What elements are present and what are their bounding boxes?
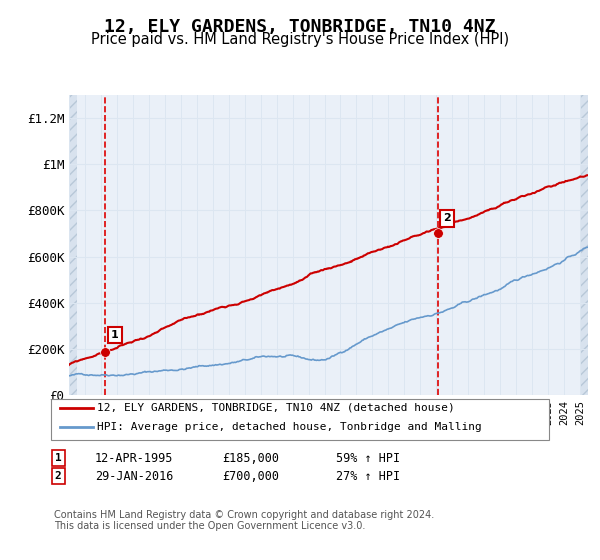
Text: £700,000: £700,000 bbox=[222, 469, 279, 483]
Text: 2: 2 bbox=[55, 471, 62, 481]
Text: Price paid vs. HM Land Registry's House Price Index (HPI): Price paid vs. HM Land Registry's House … bbox=[91, 32, 509, 47]
Text: Contains HM Land Registry data © Crown copyright and database right 2024.
This d: Contains HM Land Registry data © Crown c… bbox=[54, 510, 434, 531]
Text: 59% ↑ HPI: 59% ↑ HPI bbox=[336, 451, 400, 465]
Text: 27% ↑ HPI: 27% ↑ HPI bbox=[336, 469, 400, 483]
Text: 12, ELY GARDENS, TONBRIDGE, TN10 4NZ (detached house): 12, ELY GARDENS, TONBRIDGE, TN10 4NZ (de… bbox=[97, 403, 455, 413]
Bar bbox=[69, 95, 77, 395]
Bar bbox=[580, 95, 588, 395]
Text: HPI: Average price, detached house, Tonbridge and Malling: HPI: Average price, detached house, Tonb… bbox=[97, 422, 482, 432]
Text: 1: 1 bbox=[111, 330, 119, 340]
Text: 12-APR-1995: 12-APR-1995 bbox=[95, 451, 173, 465]
Text: 2: 2 bbox=[443, 213, 451, 223]
Text: 29-JAN-2016: 29-JAN-2016 bbox=[95, 469, 173, 483]
Text: 1: 1 bbox=[55, 453, 62, 463]
Text: 12, ELY GARDENS, TONBRIDGE, TN10 4NZ: 12, ELY GARDENS, TONBRIDGE, TN10 4NZ bbox=[104, 18, 496, 36]
Text: £185,000: £185,000 bbox=[222, 451, 279, 465]
